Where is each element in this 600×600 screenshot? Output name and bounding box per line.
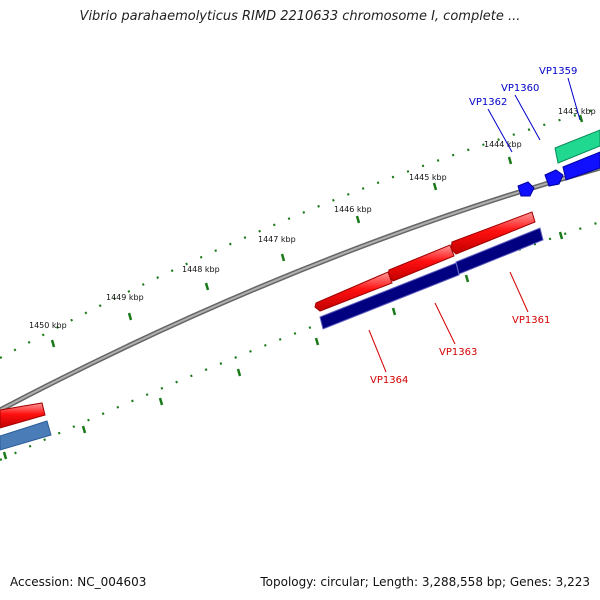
kbp-label-1445: 1445 kbp xyxy=(409,173,447,182)
kbp-label-1443: 1443 kbp xyxy=(558,107,596,116)
leader-lines-red xyxy=(368,271,529,373)
gene-label-vp1364[interactable]: VP1364 xyxy=(370,375,408,386)
leader-vp1362 xyxy=(487,108,513,153)
gene-red-3[interactable] xyxy=(314,271,393,312)
leader-vp1363 xyxy=(434,302,456,345)
tick-1443 xyxy=(578,114,584,123)
gene-navy-2[interactable] xyxy=(319,262,460,330)
gene-label-vp1362[interactable]: VP1362 xyxy=(469,97,507,108)
tick-1448 xyxy=(204,282,210,291)
gene-vp1360-blue[interactable] xyxy=(544,169,564,187)
kbp-label-1446: 1446 kbp xyxy=(334,205,372,214)
gene-steel-left[interactable] xyxy=(0,420,52,451)
gene-blue-right[interactable] xyxy=(562,151,600,181)
gene-label-vp1361[interactable]: VP1361 xyxy=(512,315,550,326)
kbp-label-1450: 1450 kbp xyxy=(29,321,67,330)
backbone xyxy=(0,167,600,411)
leader-vp1359 xyxy=(567,77,581,121)
accession-label: Accession: NC_004603 xyxy=(10,575,147,589)
map-title: Vibrio parahaemolyticus RIMD 2210633 chr… xyxy=(79,9,521,24)
gene-label-vp1363[interactable]: VP1363 xyxy=(439,347,477,358)
backbone-outline xyxy=(0,165,600,413)
tick-1449 xyxy=(127,312,133,321)
tick-1450 xyxy=(50,339,56,348)
kbp-label-1448: 1448 kbp xyxy=(182,265,220,274)
gene-label-vp1359[interactable]: VP1359 xyxy=(539,66,577,77)
gene-label-vp1360[interactable]: VP1360 xyxy=(501,83,539,94)
kbp-label-1444: 1444 kbp xyxy=(484,140,522,149)
genome-summary: Topology: circular; Length: 3,288,558 bp… xyxy=(260,575,590,589)
gene-red-left[interactable] xyxy=(0,402,46,429)
inner-dotted-ring xyxy=(0,220,600,461)
gene-vp1359-teal[interactable] xyxy=(554,129,600,164)
leader-vp1361 xyxy=(509,271,529,313)
tick-1447 xyxy=(280,253,286,262)
gene-vp1362-blue[interactable] xyxy=(517,181,535,197)
inner-major-ticks xyxy=(2,231,564,460)
outer-major-ticks xyxy=(50,114,584,348)
leader-vp1360 xyxy=(514,94,541,141)
kbp-label-1447: 1447 kbp xyxy=(258,235,296,244)
leader-lines-blue xyxy=(487,77,581,153)
leader-vp1364 xyxy=(368,329,387,373)
tick-1444 xyxy=(507,156,513,165)
tick-1445 xyxy=(432,182,438,191)
kbp-label-1449: 1449 kbp xyxy=(106,293,144,302)
tick-1446 xyxy=(355,215,361,224)
